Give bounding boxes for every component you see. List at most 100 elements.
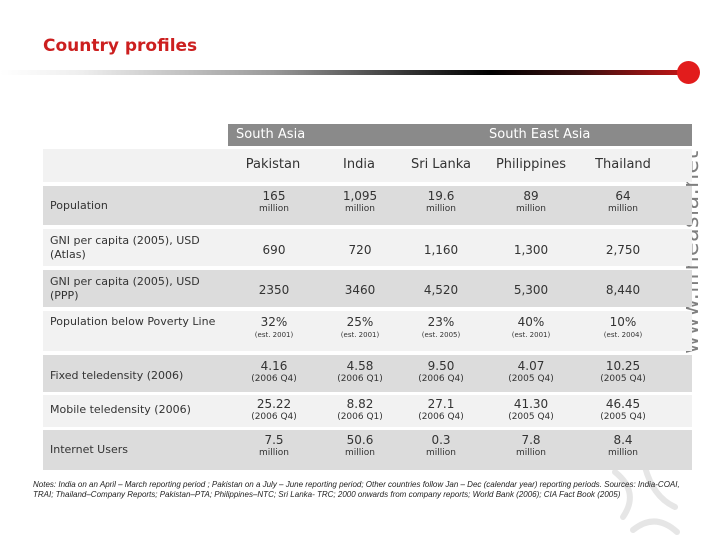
cell-value: 720 bbox=[348, 243, 372, 257]
column-header-sri-lanka: Sri Lanka bbox=[410, 157, 472, 172]
cell-value: 690 bbox=[262, 243, 286, 257]
cell-value: 1,095 bbox=[342, 189, 378, 203]
row-label: Internet Users bbox=[50, 443, 128, 456]
table-cell: 25% (est. 2001) bbox=[314, 314, 406, 340]
cell-subtext: million bbox=[516, 448, 546, 458]
cell-subtext: (2006 Q4) bbox=[418, 374, 464, 384]
table-cell: 10.25 (2005 Q4) bbox=[577, 358, 669, 385]
table-cell: 8,440 bbox=[577, 282, 669, 298]
cell-subtext: (est. 2001) bbox=[340, 331, 380, 339]
table-cell: 1,095 million bbox=[314, 188, 406, 215]
table-cell: 4.58 (2006 Q1) bbox=[314, 358, 406, 385]
cell-value: 3460 bbox=[344, 283, 376, 297]
cell-value: 10.25 bbox=[605, 359, 641, 373]
table-cell: 0.3 million bbox=[395, 432, 487, 459]
table-cell: 41.30 (2005 Q4) bbox=[485, 396, 577, 423]
cell-value: 25.22 bbox=[256, 397, 292, 411]
table-cell: 4,520 bbox=[395, 282, 487, 298]
cell-subtext: (est. 2001) bbox=[254, 331, 294, 339]
cell-value: 4,520 bbox=[423, 283, 459, 297]
table-cell: 50.6 million bbox=[314, 432, 406, 459]
table-cell: 25.22 (2006 Q4) bbox=[228, 396, 320, 423]
table-cell: 89 million bbox=[485, 188, 577, 215]
cell-subtext: (2006 Q4) bbox=[251, 374, 297, 384]
cell-value: 4.16 bbox=[260, 359, 288, 373]
cell-subtext: million bbox=[426, 448, 456, 458]
table-cell: 4.07 (2005 Q4) bbox=[485, 358, 577, 385]
row-band-poverty bbox=[43, 311, 692, 351]
table-cell: 2350 bbox=[228, 282, 320, 298]
cell-subtext: (est. 2005) bbox=[421, 331, 461, 339]
table-cell: 165 million bbox=[228, 188, 320, 215]
cell-value: 64 bbox=[615, 189, 631, 203]
cell-value: 50.6 bbox=[346, 433, 374, 447]
cell-value: 4.58 bbox=[346, 359, 374, 373]
region-header-band bbox=[228, 124, 692, 146]
cell-subtext: (est. 2001) bbox=[511, 331, 551, 339]
table-cell: 720 bbox=[314, 242, 406, 258]
cell-subtext: (2006 Q1) bbox=[337, 374, 383, 384]
cell-value: 2350 bbox=[258, 283, 290, 297]
table-cell: 46.45 (2005 Q4) bbox=[577, 396, 669, 423]
column-header-philippines: Philippines bbox=[495, 157, 567, 172]
cell-subtext: million bbox=[608, 448, 638, 458]
row-label: Fixed teledensity (2006) bbox=[50, 369, 184, 382]
cell-subtext: (2006 Q4) bbox=[251, 412, 297, 422]
table-cell: 10% (est. 2004) bbox=[577, 314, 669, 340]
cell-value: 1,300 bbox=[513, 243, 549, 257]
cell-subtext: million bbox=[426, 204, 456, 214]
table-cell: 7.5 million bbox=[228, 432, 320, 459]
table-cell: 27.1 (2006 Q4) bbox=[395, 396, 487, 423]
table-cell: 64 million bbox=[577, 188, 669, 215]
red-dot-decoration bbox=[677, 61, 700, 84]
cell-value: 32% bbox=[260, 315, 288, 329]
table-cell: 1,300 bbox=[485, 242, 577, 258]
cell-subtext: million bbox=[259, 204, 289, 214]
cell-subtext: (2006 Q4) bbox=[418, 412, 464, 422]
table-cell: 19.6 million bbox=[395, 188, 487, 215]
cell-value: 25% bbox=[346, 315, 374, 329]
footnotes: Notes: India on an April – March reporti… bbox=[33, 480, 680, 499]
cell-value: 23% bbox=[427, 315, 455, 329]
cell-value: 1,160 bbox=[423, 243, 459, 257]
logo-swirl-decoration bbox=[612, 464, 680, 535]
cell-subtext: (2005 Q4) bbox=[600, 374, 646, 384]
column-header-band bbox=[43, 149, 692, 182]
row-band-internet bbox=[43, 430, 692, 470]
cell-value: 0.3 bbox=[431, 433, 451, 447]
cell-value: 40% bbox=[517, 315, 545, 329]
row-band-fixed bbox=[43, 355, 692, 392]
cell-value: 2,750 bbox=[605, 243, 641, 257]
cell-value: 9.50 bbox=[427, 359, 455, 373]
row-label: GNI per capita (2005), USD (PPP) bbox=[50, 275, 200, 302]
cell-subtext: (2005 Q4) bbox=[600, 412, 646, 422]
table-cell: 4.16 (2006 Q4) bbox=[228, 358, 320, 385]
cell-subtext: million bbox=[516, 204, 546, 214]
cell-subtext: million bbox=[345, 448, 375, 458]
column-header-india: India bbox=[343, 157, 375, 172]
table-cell: 32% (est. 2001) bbox=[228, 314, 320, 340]
cell-value: 5,300 bbox=[513, 283, 549, 297]
page-title: Country profiles bbox=[43, 36, 198, 56]
group-south-east-asia: South East Asia bbox=[489, 127, 591, 142]
column-header-thailand: Thailand bbox=[595, 157, 651, 172]
cell-subtext: (2005 Q4) bbox=[508, 374, 554, 384]
cell-value: 89 bbox=[523, 189, 539, 203]
cell-subtext: (est. 2004) bbox=[603, 331, 643, 339]
column-header-pakistan: Pakistan bbox=[245, 157, 301, 172]
cell-value: 8,440 bbox=[605, 283, 641, 297]
table-cell: 5,300 bbox=[485, 282, 577, 298]
cell-value: 8.4 bbox=[613, 433, 633, 447]
cell-subtext: million bbox=[259, 448, 289, 458]
cell-subtext: million bbox=[608, 204, 638, 214]
table-cell: 40% (est. 2001) bbox=[485, 314, 577, 340]
table-cell: 690 bbox=[228, 242, 320, 258]
cell-value: 7.5 bbox=[264, 433, 284, 447]
title-divider bbox=[0, 70, 682, 75]
row-band-gni-atlas bbox=[43, 229, 692, 266]
table-cell: 8.82 (2006 Q1) bbox=[314, 396, 406, 423]
cell-value: 10% bbox=[609, 315, 637, 329]
row-band-gni-ppp bbox=[43, 270, 692, 307]
group-south-asia: South Asia bbox=[236, 127, 306, 142]
cell-value: 8.82 bbox=[346, 397, 374, 411]
